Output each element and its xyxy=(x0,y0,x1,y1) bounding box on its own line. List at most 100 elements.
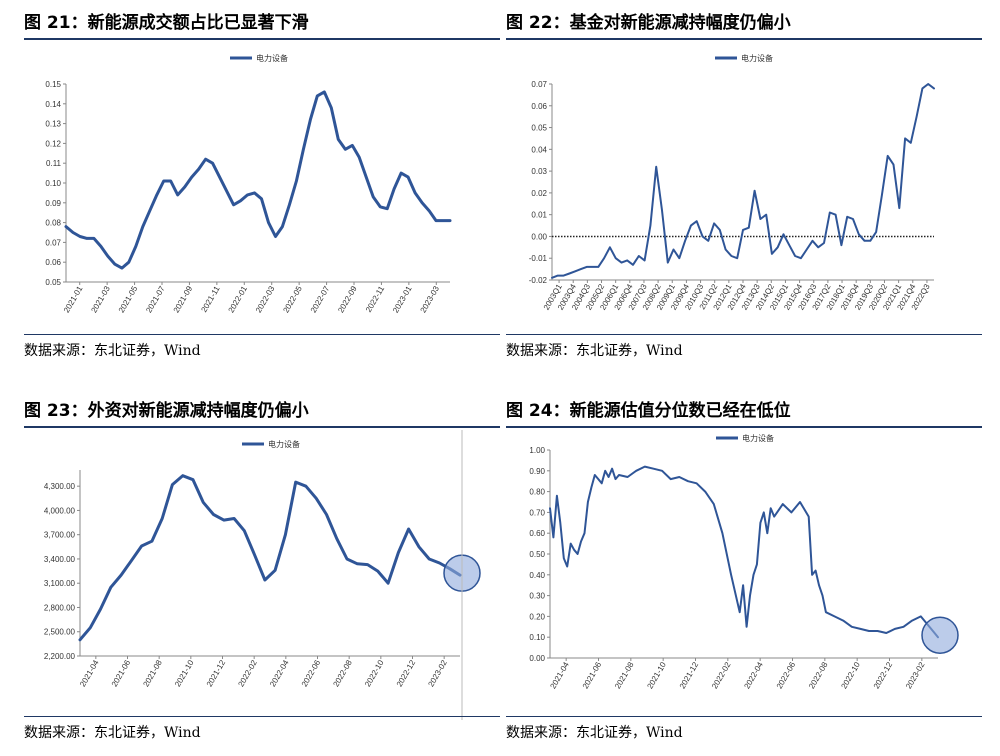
y-tick-label: 0.12 xyxy=(45,139,61,148)
y-tick-label: 0.14 xyxy=(45,100,61,109)
source-text: 数据来源：东北证券，Wind xyxy=(506,725,683,741)
source-rule xyxy=(506,334,982,335)
y-tick-label: 3,100.00 xyxy=(44,579,76,588)
x-tick-label: 2021-04 xyxy=(548,660,571,690)
x-tick-label: 2022-08 xyxy=(331,658,354,688)
x-tick-label: 2021-11 xyxy=(199,284,221,314)
chart-title: 图 24：新能源估值分位数已经在低位 xyxy=(506,401,791,421)
x-tick-label: 2021-08 xyxy=(613,660,636,690)
y-tick-label: 0.03 xyxy=(531,167,547,176)
source-rule xyxy=(24,716,500,717)
x-tick-label: 2022-06 xyxy=(300,658,323,688)
x-tick-label: 2022-07 xyxy=(309,284,332,314)
y-tick-label: 0.02 xyxy=(531,189,547,198)
y-tick-label: 2,800.00 xyxy=(44,603,76,612)
y-tick-label: 0.00 xyxy=(531,232,547,241)
chart-title: 图 23：外资对新能源减持幅度仍偏小 xyxy=(24,401,309,421)
x-tick-label: 2021-12 xyxy=(678,660,701,690)
chart-fig22: 电力设备 -0.02 -0.01 0.00 0.01 0.02 0.03 0.04 0.05 0.… xyxy=(529,53,935,312)
y-tick-label: 0.07 xyxy=(45,238,61,247)
y-tick-label: 2,200.00 xyxy=(44,652,76,661)
y-tick-label: 0.15 xyxy=(45,80,61,89)
series-line-电力设备 xyxy=(551,83,935,279)
y-tick-label: 0.80 xyxy=(529,488,545,497)
x-tick-label: 2022-12 xyxy=(395,658,418,688)
y-tick-label: 0.50 xyxy=(529,550,545,559)
x-tick-label: 2022-12 xyxy=(872,660,895,690)
y-tick-label: 0.05 xyxy=(45,278,61,287)
chart-title: 图 21：新能源成交额占比已显著下滑 xyxy=(24,13,309,33)
y-tick-label: -0.02 xyxy=(529,276,548,285)
x-tick-label: 2022-10 xyxy=(839,660,862,690)
source-text: 数据来源：东北证券，Wind xyxy=(506,343,683,359)
x-tick-label: 2022-08 xyxy=(807,660,830,690)
y-tick-label: 0.20 xyxy=(529,612,545,621)
x-tick-label: 2023-02 xyxy=(904,660,927,690)
title-rule xyxy=(506,38,982,40)
y-tick-label: 0.40 xyxy=(529,571,545,580)
x-tick-label: 2021-06 xyxy=(581,660,604,690)
y-tick-label: 3,400.00 xyxy=(44,555,76,564)
legend-label: 电力设备 xyxy=(256,53,288,63)
x-tick-label: 2021-07 xyxy=(144,284,167,314)
y-tick-label: 0.05 xyxy=(531,124,547,133)
x-tick-label: 2022-11 xyxy=(364,284,386,314)
x-tick-label: 2023-02 xyxy=(426,658,449,688)
x-tick-label: 2022-04 xyxy=(742,660,765,690)
x-tick-label: 2021-10 xyxy=(645,660,668,690)
y-tick-label: 0.07 xyxy=(531,80,547,89)
title-rule xyxy=(24,38,500,40)
y-tick-label: 0.08 xyxy=(45,219,61,228)
chart-fig21: 电力设备 0.05 0.06 0.07 0.08 0.09 0.10 0.11 0.12 0.13… xyxy=(45,53,452,314)
x-tick-label: 2021-08 xyxy=(141,658,164,688)
chart-fig23: 电力设备 2,200.00 2,500.00 2,800.00 3,100.00 3,40… xyxy=(44,430,481,720)
x-tick-label: 2021-10 xyxy=(173,658,196,688)
y-tick-label: 3,700.00 xyxy=(44,531,76,540)
x-tick-label: 2021-12 xyxy=(205,658,228,688)
x-tick-label: 2022-02 xyxy=(236,658,259,688)
y-tick-label: 0.13 xyxy=(45,120,61,129)
y-tick-label: -0.01 xyxy=(529,254,548,263)
y-tick-label: 0.06 xyxy=(45,258,61,267)
highlight-circle xyxy=(921,616,959,654)
x-tick-label: 2022-03 xyxy=(254,284,277,314)
chart-fig24: 电力设备 0.00 0.10 0.20 0.30 0.40 0.50 0.60 0.70 0.80… xyxy=(529,433,959,690)
y-tick-label: 0.09 xyxy=(45,199,61,208)
x-tick-label: 2021-06 xyxy=(110,658,133,688)
x-tick-label: 2022-02 xyxy=(710,660,733,690)
x-tick-label: 2022-04 xyxy=(268,658,291,688)
x-tick-label: 2022-06 xyxy=(775,660,798,690)
x-tick-label: 2022-05 xyxy=(281,284,304,314)
title-rule xyxy=(506,426,982,428)
y-tick-label: 0.01 xyxy=(531,211,547,220)
y-tick-label: 0.04 xyxy=(531,145,547,154)
x-tick-label: 2022-10 xyxy=(363,658,386,688)
y-tick-label: 4,300.00 xyxy=(44,482,76,491)
chart-title: 图 22：基金对新能源减持幅度仍偏小 xyxy=(506,13,791,33)
y-tick-label: 0.10 xyxy=(45,179,61,188)
y-tick-label: 0.00 xyxy=(529,654,545,663)
series-line-电力设备 xyxy=(64,90,452,270)
y-tick-label: 2,500.00 xyxy=(44,628,76,637)
x-tick-label: 2022-09 xyxy=(336,284,359,314)
x-tick-label: 2022-01 xyxy=(227,284,250,314)
x-tick-label: 2023-01 xyxy=(391,284,414,314)
series-line-电力设备 xyxy=(78,474,462,642)
source-text: 数据来源：东北证券，Wind xyxy=(24,725,201,741)
series-line-电力设备 xyxy=(549,465,939,639)
y-tick-label: 1.00 xyxy=(529,446,545,455)
x-tick-label: 2023-03 xyxy=(419,284,442,314)
y-tick-label: 0.60 xyxy=(529,529,545,538)
x-tick-label: 2021-09 xyxy=(172,284,195,314)
y-tick-label: 0.11 xyxy=(46,159,62,168)
legend-label: 电力设备 xyxy=(268,439,300,449)
y-tick-label: 0.30 xyxy=(529,592,545,601)
legend-label: 电力设备 xyxy=(741,53,773,63)
y-tick-label: 0.06 xyxy=(531,102,547,111)
x-tick-label: 2021-01 xyxy=(62,284,85,314)
legend-label: 电力设备 xyxy=(742,433,774,443)
y-tick-label: 0.70 xyxy=(529,508,545,517)
x-tick-label: 2021-04 xyxy=(78,658,101,688)
y-tick-label: 0.10 xyxy=(529,633,545,642)
x-tick-label: 2021-03 xyxy=(89,284,112,314)
